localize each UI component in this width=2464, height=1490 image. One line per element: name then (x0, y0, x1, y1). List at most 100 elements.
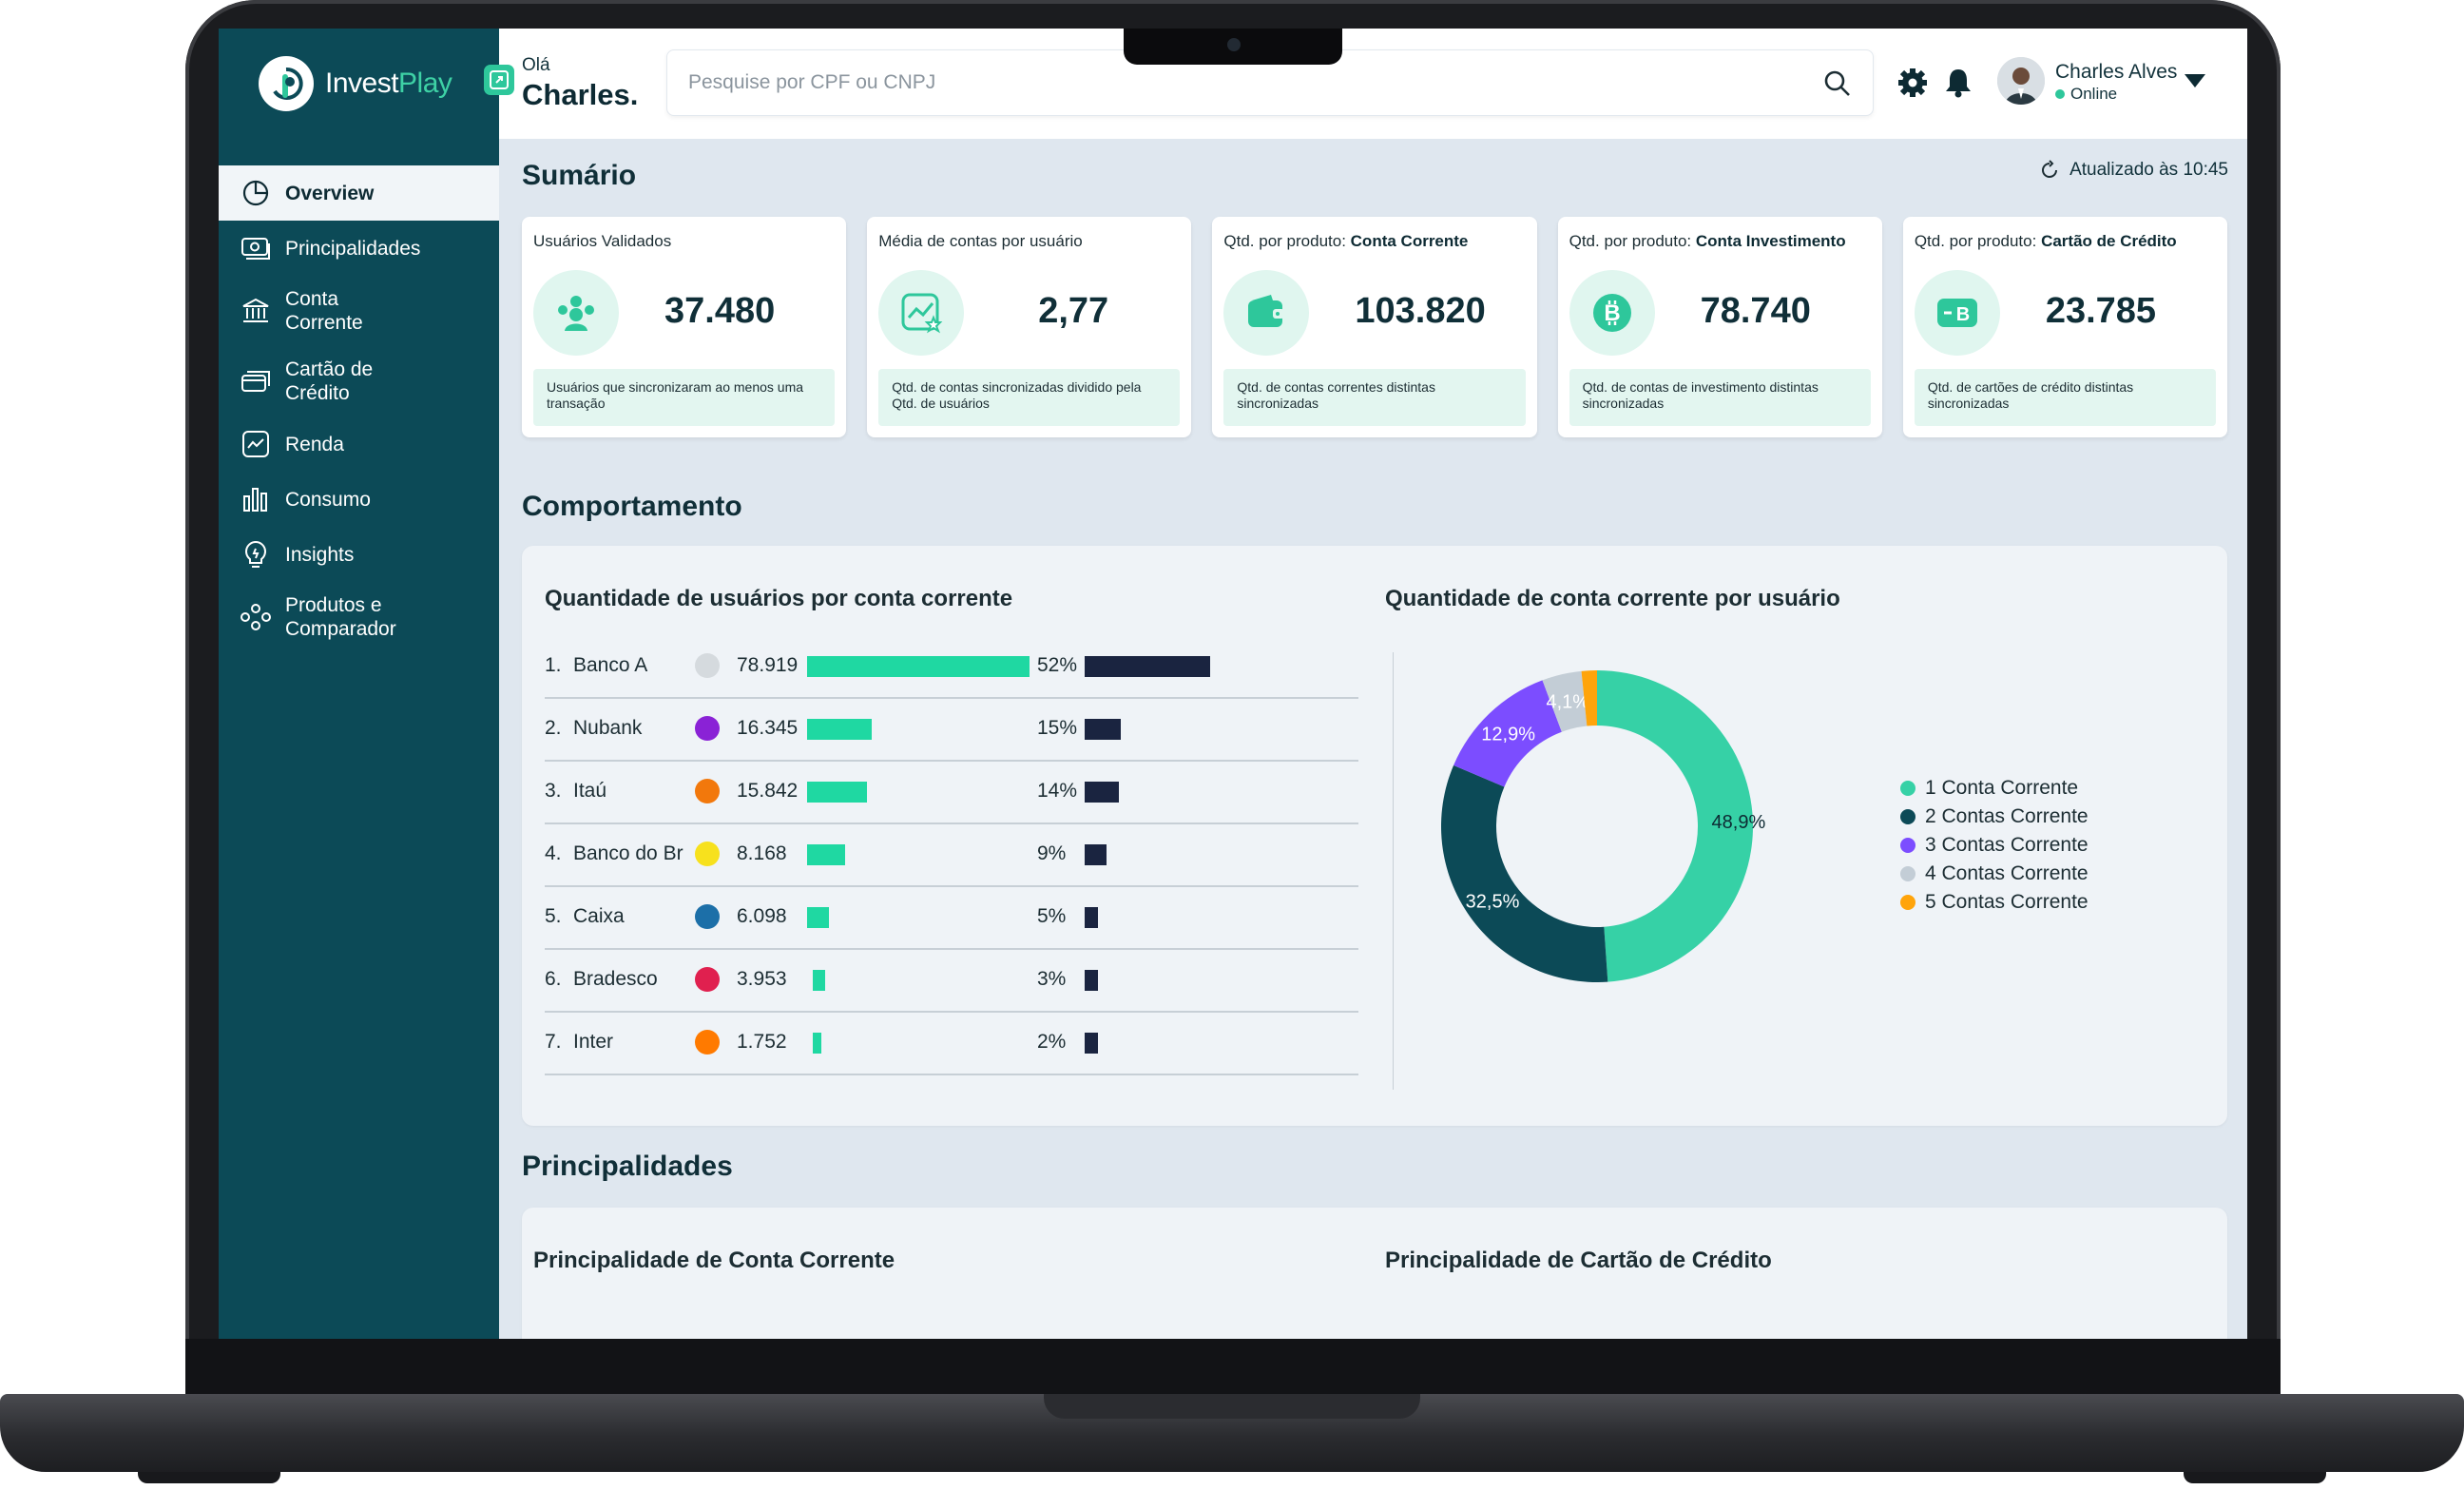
search-icon[interactable] (1823, 69, 1852, 98)
laptop-foot (138, 1472, 280, 1483)
bank-logo-icon (695, 842, 720, 866)
card-value: 2,77 (1038, 291, 1109, 331)
sidebar-item-renda[interactable]: Renda (219, 416, 499, 472)
sidebar-item-cartao-de-credito[interactable]: Cartão de Crédito (219, 346, 499, 416)
donut-legend: 1 Conta Corrente 2 Contas Corrente 3 Conta… (1900, 774, 2089, 917)
legend-label: 5 Contas Corrente (1925, 891, 2089, 913)
donut-title: Quantidade de conta corrente por usuário (1385, 586, 1840, 611)
legend-label: 4 Contas Corrente (1925, 862, 2089, 884)
card-note: Qtd. de cartões de crédito distintas sin… (1914, 369, 2217, 426)
sidebar-item-label: Cartão de Crédito (285, 358, 374, 404)
bell-icon[interactable] (1942, 67, 1974, 99)
principality-checking-title: Principalidade de Conta Corrente (533, 1248, 895, 1273)
sidebar-item-overview[interactable]: Overview (219, 165, 499, 221)
svg-text:B: B (1604, 300, 1620, 326)
bank-icon (240, 295, 272, 327)
legend-dot-icon (1900, 866, 1915, 881)
sidebar-item-label: Consumo (285, 488, 371, 511)
ranking-row[interactable]: 6. Bradesco 3.953 3% (545, 950, 1358, 1013)
behavior-panel: Quantidade de usuários por conta corrent… (522, 546, 2227, 1126)
ranking-row[interactable]: 7. Inter 1.752 2% (545, 1013, 1358, 1075)
sidebar: InvestPlay Overview Principalidades Cont… (219, 29, 499, 1339)
rank-number: 1. (545, 654, 562, 676)
slice-label: 4,1% (1547, 692, 1590, 713)
rank-number: 3. (545, 780, 562, 802)
expand-icon[interactable] (484, 65, 514, 95)
principality-credit-title: Principalidade de Cartão de Crédito (1385, 1248, 1772, 1273)
user-count: 78.919 (737, 654, 799, 676)
donut-slice[interactable] (1581, 670, 1597, 726)
ranking-row[interactable]: 2. Nubank 16.345 15% (545, 699, 1358, 762)
sidebar-item-produtos[interactable]: Produtos e Comparador (219, 582, 499, 652)
sidebar-item-consumo[interactable]: Consumo (219, 472, 499, 527)
summary-card-users[interactable]: Usuários Validados 37.480 Usuários que s… (522, 217, 847, 437)
cash-icon (240, 232, 272, 264)
ranking-row[interactable]: 3. Itaú 15.842 14% (545, 762, 1358, 824)
legend-dot-icon (1900, 895, 1915, 910)
ranking-row[interactable]: 5. Caixa 6.098 5% (545, 887, 1358, 950)
rank-number: 2. (545, 717, 562, 739)
sidebar-item-principalidades[interactable]: Principalidades (219, 221, 499, 276)
greeting-small: Olá (522, 55, 550, 75)
crypto-card-icon: B (1914, 270, 2000, 356)
count-bar (807, 844, 845, 865)
donut-slice[interactable] (1441, 764, 1608, 982)
summary-card-checking[interactable]: Qtd. por produto: Conta Corrente 103.820… (1212, 217, 1537, 437)
gear-icon[interactable] (1896, 67, 1929, 99)
sidebar-item-conta-corrente[interactable]: Conta Corrente (219, 276, 499, 346)
lightbulb-icon (240, 538, 272, 571)
ranking-row[interactable]: 4. Banco do Br 8.168 9% (545, 824, 1358, 887)
logo[interactable]: InvestPlay (219, 29, 499, 139)
ranking-row[interactable]: 1. Banco A 78.919 52% (545, 636, 1358, 699)
card-title: Qtd. por produto: Cartão de Crédito (1914, 232, 2177, 250)
bank-name: Inter (573, 1031, 614, 1053)
card-title: Qtd. por produto: Conta Investimento (1569, 232, 1846, 250)
card-note: Qtd. de contas sincronizadas dividido pe… (878, 369, 1181, 426)
summary-card-avg-accounts[interactable]: Média de contas por usuário 2,77 Qtd. de… (867, 217, 1192, 437)
principalities-title: Principalidades (522, 1151, 733, 1182)
behavior-title: Comportamento (522, 491, 742, 522)
donut-slice[interactable] (1597, 670, 1753, 982)
donut-slice[interactable] (1542, 670, 1588, 732)
bank-name: Bradesco (573, 968, 658, 990)
sidebar-item-insights[interactable]: Insights (219, 527, 499, 582)
sidebar-item-label: Principalidades (285, 237, 421, 260)
avatar[interactable] (1997, 57, 2045, 105)
refresh-icon[interactable] (2039, 160, 2060, 181)
summary-card-investment[interactable]: Qtd. por produto: Conta Investimento B 7… (1557, 217, 1882, 437)
share-bar (1085, 844, 1107, 865)
legend-dot-icon (1900, 838, 1915, 853)
summary-cards: Usuários Validados 37.480 Usuários que s… (522, 217, 2228, 437)
share-bar (1085, 719, 1121, 740)
people-icon (240, 601, 272, 633)
chevron-down-icon[interactable] (2185, 74, 2205, 87)
share-percent: 15% (1037, 717, 1078, 739)
principality-row[interactable]: 1.Banco A66.44885% (533, 1329, 1347, 1339)
user-count: 3.953 (737, 968, 787, 990)
legend-item: 4 Contas Corrente (1900, 860, 2089, 888)
bank-name: Nubank (573, 717, 643, 739)
sidebar-item-label: Conta Corrente (285, 288, 363, 334)
chart-star-icon (878, 270, 965, 356)
count-bar (807, 782, 867, 803)
summary-card-credit[interactable]: Qtd. por produto: Cartão de Crédito B 23… (1902, 217, 2228, 437)
bank-logo-icon (695, 653, 720, 678)
legend-label: 2 Contas Corrente (1925, 805, 2089, 827)
search-input[interactable] (688, 68, 1781, 98)
count-bar (807, 719, 872, 740)
rank-number: 6. (545, 968, 562, 990)
user-count: 15.842 (737, 780, 799, 802)
principality-row[interactable]: 1.Banco A65.18447% (1395, 1329, 2208, 1339)
slice-label: 12,9% (1481, 724, 1535, 745)
legend-dot-icon (1900, 781, 1915, 796)
share-percent: 9% (1037, 842, 1067, 864)
online-dot (2055, 89, 2065, 99)
sidebar-item-label: Renda (285, 433, 344, 455)
card-value: 78.740 (1700, 291, 1811, 331)
line-chart-icon (240, 428, 272, 460)
divider (1393, 652, 1394, 1090)
card-title: Qtd. por produto: Conta Corrente (1223, 232, 1469, 250)
count-bar (813, 970, 825, 991)
donut-slice[interactable] (1453, 680, 1562, 787)
bank-name: Caixa (573, 905, 625, 927)
